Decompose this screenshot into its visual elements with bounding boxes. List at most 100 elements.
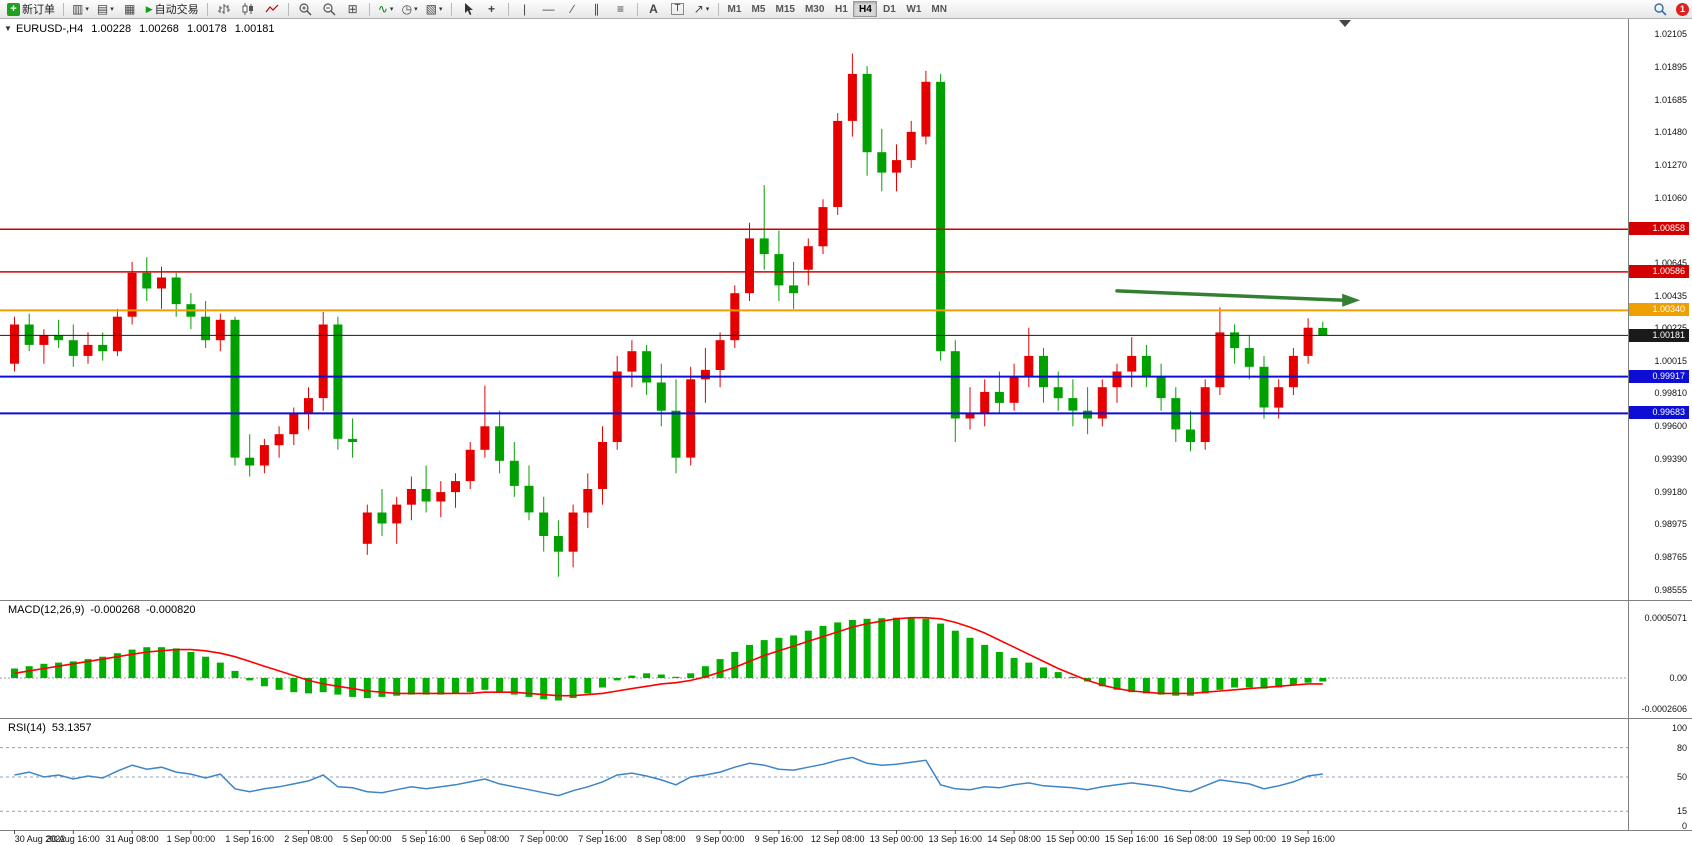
trend-arrow[interactable] — [1115, 289, 1346, 303]
timeframe-m15-button[interactable]: M15 — [771, 1, 800, 17]
chevron-down-icon: ▾ — [414, 6, 418, 13]
horizontal-line-button[interactable]: — — [537, 1, 561, 17]
arrows-button[interactable]: ↗ ▾ — [690, 1, 714, 17]
notification-badge[interactable]: 1 — [1676, 2, 1689, 16]
periods-button[interactable]: ◷ ▾ — [398, 1, 422, 17]
timeframe-m30-button[interactable]: M30 — [800, 1, 829, 17]
channel-button[interactable]: ∥ — [585, 1, 609, 17]
zoom-out-icon — [322, 2, 336, 16]
cursor-button[interactable] — [456, 1, 480, 17]
price-tick: 0.99600 — [1654, 421, 1687, 432]
crosshair-icon: + — [487, 2, 495, 16]
time-label: 1 Sep 16:00 — [225, 834, 274, 844]
new-chart-button[interactable]: ▥ ▾ — [68, 1, 93, 17]
zoom-in-button[interactable] — [293, 1, 317, 17]
time-label: 30 Aug 16:00 — [46, 834, 100, 844]
zoom-out-button[interactable] — [317, 1, 341, 17]
price-tick: 1.01685 — [1654, 94, 1687, 105]
toolbar-separator — [636, 2, 638, 16]
macd-indicator-label: MACD(12,26,9) -0.000268 -0.000820 — [8, 604, 202, 616]
timeframe-mn-button[interactable]: MN — [926, 1, 952, 17]
bar-chart-button[interactable] — [212, 1, 236, 17]
candles-layer[interactable] — [10, 53, 1328, 577]
time-label: 31 Aug 08:00 — [105, 834, 159, 844]
toolbar: + 新订单 ▥ ▾ ▤ ▾ ▦ ▶ 自动交易 — [0, 0, 1692, 19]
toolbar-separator — [450, 2, 452, 16]
price-label-0.99917: 0.99917 — [1629, 369, 1689, 383]
indicators-button[interactable]: ∿ ▾ — [374, 1, 398, 17]
trend-arrow-head — [1342, 293, 1361, 307]
horizontal-line-icon: — — [542, 2, 555, 16]
time-label: 7 Sep 00:00 — [519, 834, 568, 844]
time-label: 13 Sep 00:00 — [869, 834, 924, 844]
line-chart-icon — [265, 2, 279, 16]
fibonacci-icon: ≡ — [616, 2, 624, 16]
chart-symbol-period: EURUSD-,H4 — [16, 23, 84, 35]
time-label: 7 Sep 16:00 — [578, 834, 627, 844]
chevron-down-icon: ▾ — [438, 6, 443, 13]
candlestick-chart-button[interactable] — [236, 1, 260, 17]
current-price-label: 1.00181 — [1629, 329, 1689, 343]
price-tick: 1.00645 — [1654, 257, 1687, 268]
timeframe-d1-button[interactable]: D1 — [877, 1, 901, 17]
profiles-button[interactable]: ▤ ▾ — [93, 1, 118, 17]
time-label: 19 Sep 16:00 — [1281, 834, 1335, 844]
fibonacci-button[interactable]: ≡ — [609, 1, 633, 17]
price-tick: 0.98765 — [1654, 552, 1687, 563]
price-tick: 1.01060 — [1654, 192, 1687, 203]
trendline-button[interactable]: ∕ — [561, 1, 585, 17]
timeframe-h4-button[interactable]: H4 — [853, 1, 878, 17]
time-label: 8 Sep 08:00 — [637, 834, 686, 844]
new-order-label: 新订单 — [22, 4, 55, 16]
time-label: 9 Sep 00:00 — [695, 834, 745, 844]
timeframe-m5-button[interactable]: M5 — [747, 1, 771, 17]
new-order-button[interactable]: + 新订单 — [3, 1, 59, 17]
time-label: 5 Sep 00:00 — [343, 834, 392, 844]
timeframe-m1-button[interactable]: M1 — [723, 1, 747, 17]
text-label-icon: T — [671, 3, 684, 15]
one-click-trading-toggle-icon[interactable]: ▼ — [4, 24, 12, 33]
bar-chart-icon — [217, 2, 231, 16]
rsi-value: 53.1357 — [51, 722, 92, 734]
macd-tick: 0.0005071 — [1644, 612, 1687, 623]
timeframe-w1-button[interactable]: W1 — [901, 1, 926, 17]
zoom-in-icon — [298, 2, 312, 16]
vertical-line-icon: | — [522, 2, 527, 16]
time-label: 2 Sep 08:00 — [284, 834, 333, 844]
periods-clock-icon: ◷ — [401, 2, 413, 16]
timeframe-h1-button[interactable]: H1 — [829, 1, 853, 17]
time-label: 14 Sep 08:00 — [987, 834, 1041, 844]
text-button[interactable]: A — [642, 1, 666, 17]
macd-signal-line — [14, 616, 1323, 697]
templates-button[interactable]: ▧ ▾ — [422, 1, 447, 17]
crosshair-button[interactable]: + — [480, 1, 504, 17]
time-label: 30 Aug 2022 — [14, 834, 66, 844]
search-button[interactable] — [1648, 1, 1672, 17]
time-label: 19 Sep 00:00 — [1222, 834, 1277, 844]
new-chart-icon: ▥ — [72, 2, 84, 16]
vertical-line-button[interactable]: | — [513, 1, 537, 17]
line-chart-button[interactable] — [260, 1, 284, 17]
chart-open-value: 1.00228 — [91, 23, 132, 35]
price-label-1.00586: 1.00586 — [1629, 264, 1689, 278]
candlestick-chart-icon — [241, 2, 255, 16]
time-label: 15 Sep 00:00 — [1046, 834, 1100, 844]
macd-name: MACD(12,26,9) — [8, 604, 85, 616]
rsi-tick: 0 — [1681, 821, 1687, 831]
chart-shift-marker[interactable] — [1339, 20, 1351, 27]
tile-windows-button[interactable]: ⊞ — [341, 1, 365, 17]
new-order-icon: + — [7, 2, 20, 16]
macd-tick: 0.00 — [1669, 673, 1687, 683]
terminal-button[interactable]: ▦ — [118, 1, 142, 17]
indicators-icon: ∿ — [377, 2, 388, 16]
price-tick: 0.98975 — [1654, 519, 1687, 530]
rsi-line — [14, 756, 1323, 797]
autotrading-button[interactable]: ▶ 自动交易 — [142, 1, 203, 17]
price-tick: 1.02105 — [1654, 29, 1687, 39]
rsi-tick: 80 — [1676, 742, 1687, 753]
text-label-button[interactable]: T — [666, 1, 690, 17]
rsi-tick: 15 — [1676, 806, 1687, 817]
rsi-name: RSI(14) — [8, 722, 46, 734]
